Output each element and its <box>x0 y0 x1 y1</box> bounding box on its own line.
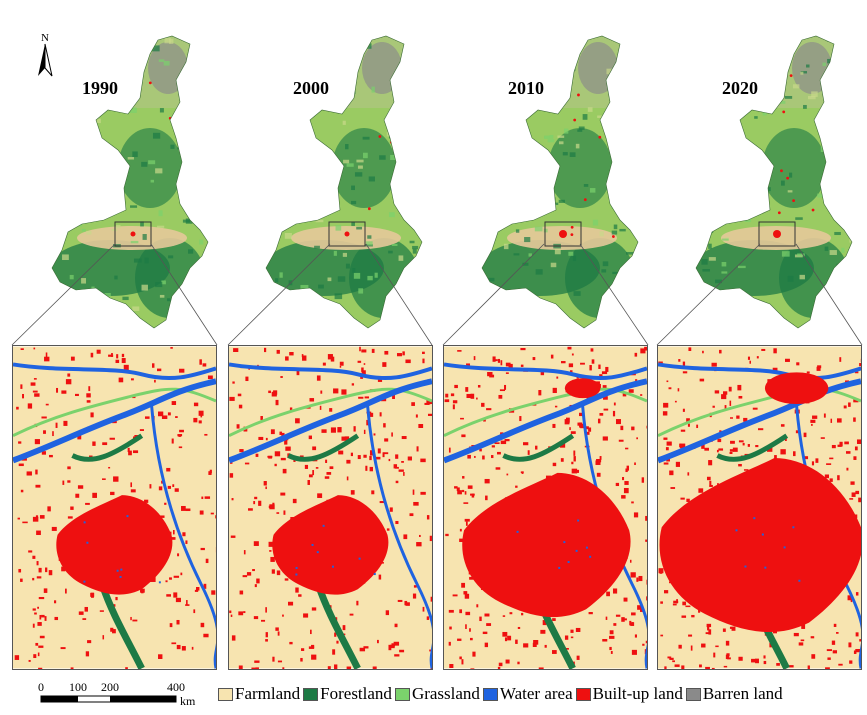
province-map-2020 <box>695 35 853 329</box>
scale-tick-0: 0 <box>38 680 44 694</box>
legend-swatch-built-up-land <box>575 687 591 701</box>
scale-tick-400: 400 <box>167 680 185 694</box>
north-arrow: N <box>38 32 53 77</box>
year-label-1990: 1990 <box>82 78 118 98</box>
legend-item-forestland: Forestland <box>303 684 392 704</box>
legend-label-forestland: Forestland <box>320 684 392 703</box>
legend-item-barren-land: Barren land <box>685 684 783 704</box>
scale-unit: km <box>180 694 196 708</box>
legend-item-built-up-land: Built-up land <box>575 684 683 704</box>
legend-swatch-water-area <box>482 687 498 701</box>
scale-bar: 0 100 200 400 km <box>38 680 196 708</box>
city-detail-map-1990 <box>12 345 217 670</box>
legend-swatch-forestland <box>303 687 319 701</box>
legend-label-farmland: Farmland <box>235 684 301 703</box>
city-detail-map-2010 <box>443 345 648 670</box>
scale-tick-200: 200 <box>101 680 119 694</box>
province-map-1990 <box>51 35 209 329</box>
legend-item-water-area: Water area <box>482 684 573 704</box>
legend-label-grassland: Grassland <box>411 684 480 703</box>
legend-label-water-area: Water area <box>499 684 573 703</box>
legend-item-farmland: Farmland <box>218 684 300 704</box>
legend-swatch-farmland <box>218 687 233 701</box>
legend-swatch-grassland <box>394 687 410 701</box>
north-label: N <box>41 32 49 44</box>
year-label-2020: 2020 <box>722 78 758 98</box>
year-label-2010: 2010 <box>508 78 544 98</box>
province-map-2010 <box>481 35 639 329</box>
legend-swatch-barren-land <box>685 687 701 701</box>
legend-label-barren-land: Barren land <box>702 684 783 703</box>
year-label-2000: 2000 <box>293 78 329 98</box>
scale-tick-100: 100 <box>69 680 87 694</box>
province-map-2000 <box>265 35 423 329</box>
legend-label-built-up-land: Built-up land <box>592 684 683 703</box>
map-legend: Farmland Forestland Grassland Water area… <box>218 684 786 704</box>
city-detail-map-2000 <box>228 345 433 670</box>
legend-item-grassland: Grassland <box>394 684 480 704</box>
city-detail-map-2020 <box>657 345 862 670</box>
